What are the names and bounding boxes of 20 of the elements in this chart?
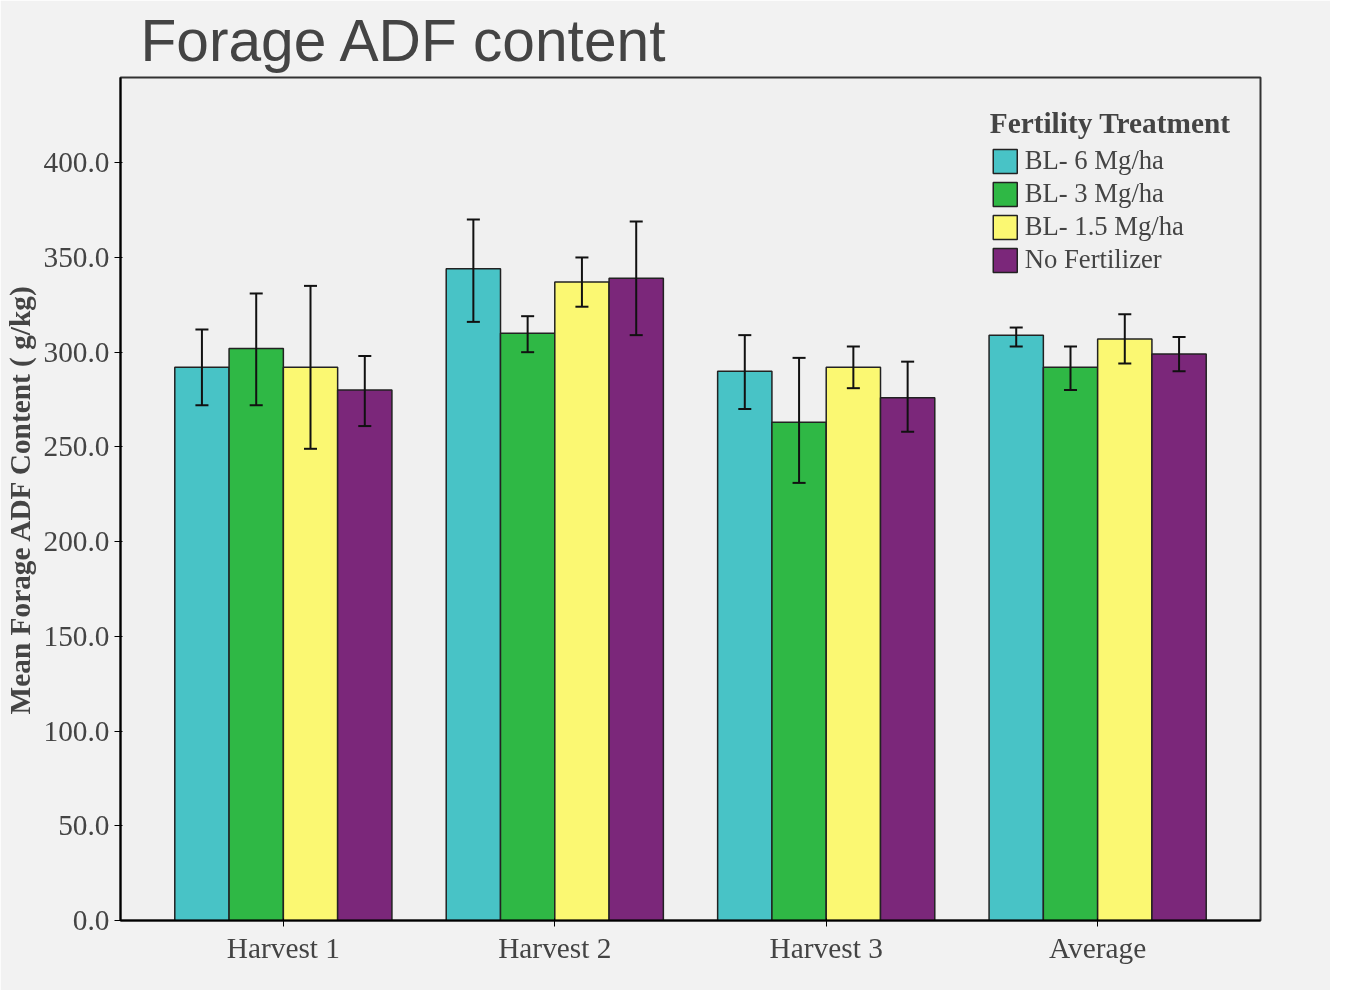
y-tick-label: 350.0 [43,240,110,273]
x-tick-label: Average [1049,931,1147,964]
x-tick-label: Harvest 3 [769,931,883,964]
legend-label: BL- 1.5 Mg/ha [1024,211,1184,242]
x-tick-label: Harvest 2 [498,931,612,964]
y-tick-label: 100.0 [43,714,110,747]
y-axis-title: Mean Forage ADF Content ( g/kg) [3,286,37,715]
y-tick-label: 50.0 [58,809,110,842]
y-tick-label: 300.0 [43,335,110,368]
x-tick-label: Harvest 1 [226,931,340,964]
legend-label: BL- 3 Mg/ha [1024,178,1164,209]
y-tick-label: 400.0 [43,146,110,179]
y-tick-label: 200.0 [43,525,110,558]
y-tick-label: 0.0 [72,904,110,936]
legend-label: No Fertilizer [1024,244,1162,275]
y-tick-label: 150.0 [43,619,110,652]
legend-title: Fertility Treatment [989,107,1230,140]
chart-title: Forage ADF content [140,7,666,73]
legend-label: BL- 6 Mg/ha [1024,145,1164,176]
y-tick-label: 250.0 [43,430,110,463]
